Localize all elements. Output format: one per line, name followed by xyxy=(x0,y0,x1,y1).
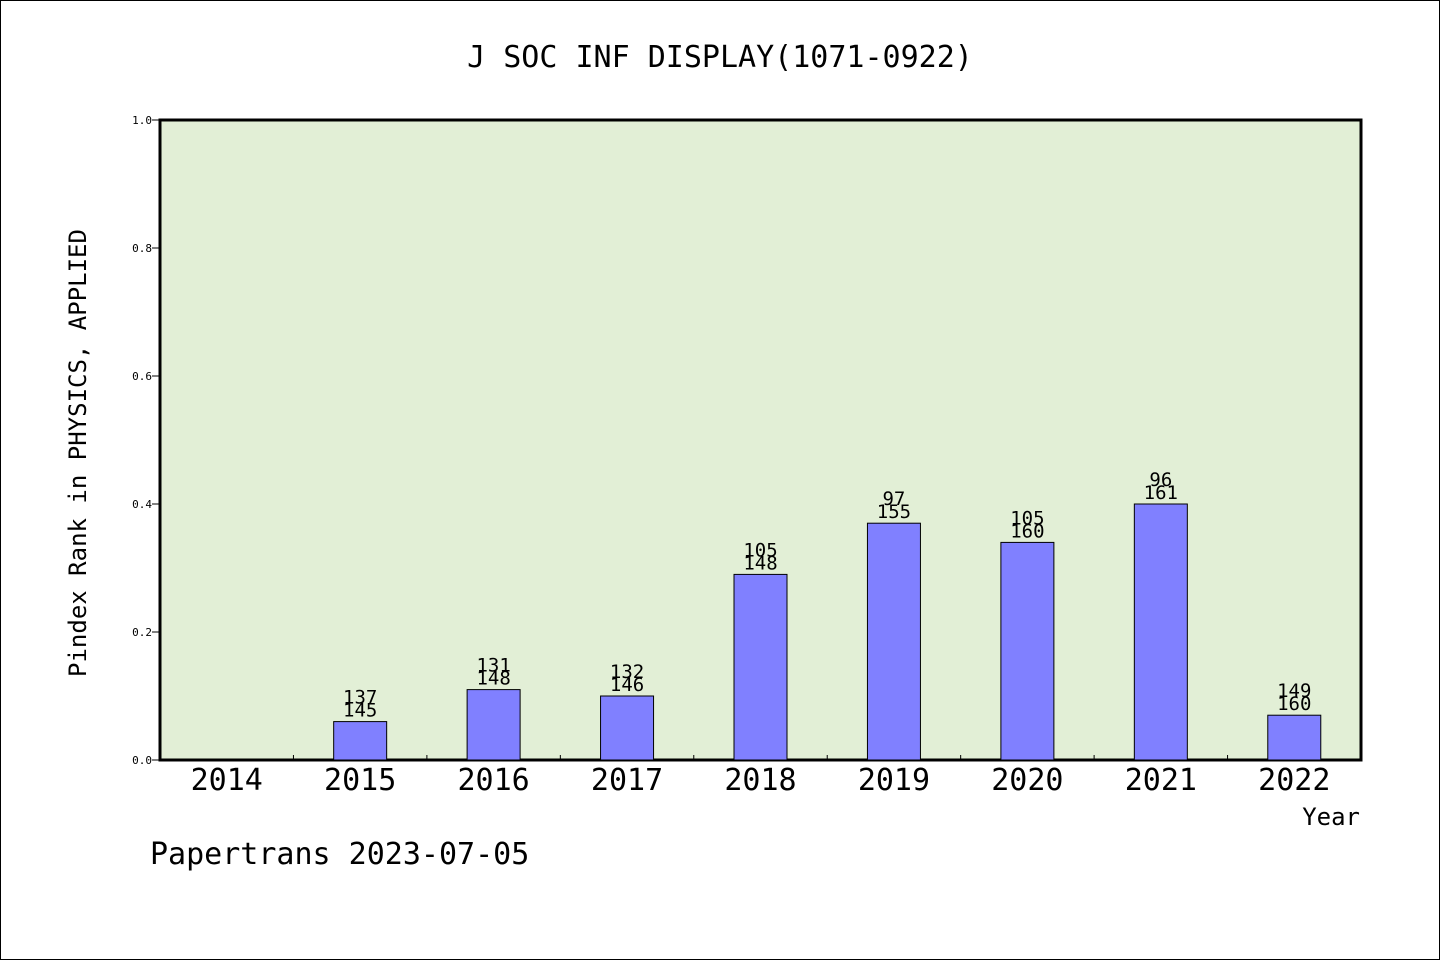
total-label: 161 xyxy=(1144,482,1178,504)
bar-2021 xyxy=(1133,503,1188,761)
rank-label: 131 xyxy=(476,655,510,677)
y-axis-label: Pindex Rank in PHYSICS, APPLIED xyxy=(64,229,92,677)
y-tick-label: 0.6 xyxy=(132,370,152,383)
rank-label: 96 xyxy=(1149,469,1172,491)
y-tick-label: 0.4 xyxy=(132,498,152,511)
total-label: 145 xyxy=(343,700,377,722)
total-label: 160 xyxy=(1277,693,1311,715)
bar-2018 xyxy=(733,573,788,761)
rank-label: 149 xyxy=(1277,680,1311,702)
y-tick-label: 0.2 xyxy=(132,626,152,639)
x-tick-label: 2016 xyxy=(457,763,529,798)
y-tick-label: 1.0 xyxy=(132,114,152,127)
x-axis-label: Year xyxy=(1302,803,1360,831)
rank-label: 132 xyxy=(610,661,644,683)
rank-label: 105 xyxy=(1010,507,1044,529)
bar-2020 xyxy=(1000,541,1055,761)
total-label: 148 xyxy=(476,668,510,690)
bar-2015 xyxy=(333,721,388,761)
total-label: 160 xyxy=(1010,520,1044,542)
rank-label: 137 xyxy=(343,687,377,709)
x-tick-label: 2015 xyxy=(324,763,396,798)
y-tick-label: 0.8 xyxy=(132,242,152,255)
x-tick-label: 2014 xyxy=(191,763,263,798)
total-label: 146 xyxy=(610,674,644,696)
x-tick-label: 2021 xyxy=(1125,763,1197,798)
x-tick-label: 2020 xyxy=(991,763,1063,798)
y-tick-label: 0.0 xyxy=(132,754,152,767)
bar-2019 xyxy=(866,522,921,761)
bar-2022 xyxy=(1267,714,1322,761)
x-tick-label: 2019 xyxy=(858,763,930,798)
chart-title: J SOC INF DISPLAY(1071-0922) xyxy=(467,40,973,75)
total-label: 155 xyxy=(877,501,911,523)
footer-credit: Papertrans 2023-07-05 xyxy=(150,837,529,872)
bar-2017 xyxy=(600,695,655,761)
total-label: 148 xyxy=(743,552,777,574)
x-tick-label: 2018 xyxy=(724,763,796,798)
bar-2016 xyxy=(466,689,521,761)
x-tick-label: 2017 xyxy=(591,763,663,798)
rank-label: 105 xyxy=(743,539,777,561)
rank-label: 97 xyxy=(882,488,905,510)
x-tick-label: 2022 xyxy=(1258,763,1330,798)
